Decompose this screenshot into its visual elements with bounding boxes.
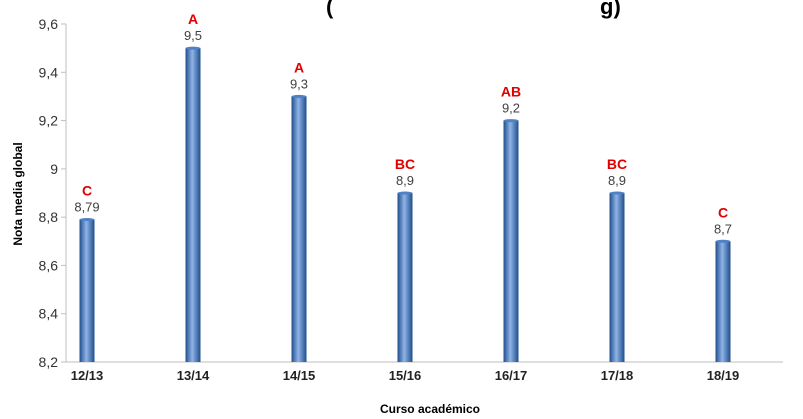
group-label: C [718,204,728,220]
y-tick-label: 8,4 [39,306,59,322]
bars [79,46,731,363]
value-label: 9,3 [290,76,308,91]
bar-cap [291,94,307,98]
bar-cap [609,191,625,195]
bar [715,241,731,362]
y-tick-label: 9,4 [39,64,59,80]
y-axis-title: Nota media global [11,142,25,245]
y-tick-label: 8,8 [39,209,59,225]
value-label: 8,79 [74,200,99,215]
value-label: 8,9 [396,173,414,188]
x-axis: 12/13 13/14 14/15 15/16 16/17 17/18 18/19 [66,361,783,383]
x-tick-label: 12/13 [71,368,104,383]
group-label: A [294,59,304,75]
bar [185,48,201,363]
chart-title-fragment-left: ( [326,0,334,19]
x-tick-label: 17/18 [601,368,634,383]
x-tick-label: 14/15 [283,368,316,383]
y-tick-label: 8,2 [39,354,59,370]
chart-title-fragment-right: g) [600,0,621,19]
bar-cap [503,119,519,123]
group-label: BC [607,156,627,172]
x-axis-title: Curso académico [380,402,480,416]
group-label: AB [501,84,521,100]
bar [609,193,625,362]
y-tick-label: 9,6 [39,16,59,32]
x-tick-label: 18/19 [707,368,740,383]
bar [397,193,413,362]
y-axis: 8,2 8,4 8,6 8,8 9 9,2 9,4 9,6 [39,16,67,370]
y-tick-label: 9 [50,161,58,177]
bar [503,120,519,362]
value-label: 8,7 [714,221,732,236]
x-tick-label: 16/17 [495,368,528,383]
bar-cap [715,239,731,243]
value-label: 9,5 [184,28,202,43]
bar [79,219,95,362]
bar-cap [79,218,95,222]
bar [291,96,307,362]
y-tick-label: 9,2 [39,113,59,129]
x-tick-label: 15/16 [389,368,422,383]
value-label: 8,9 [608,173,626,188]
group-label: A [188,11,198,27]
group-label: BC [395,156,415,172]
y-tick-label: 8,6 [39,257,59,273]
bar-cap [397,191,413,195]
x-tick-label: 13/14 [177,368,210,383]
group-label: C [82,183,92,199]
bar-cap [185,46,201,50]
value-label: 9,2 [502,101,520,116]
